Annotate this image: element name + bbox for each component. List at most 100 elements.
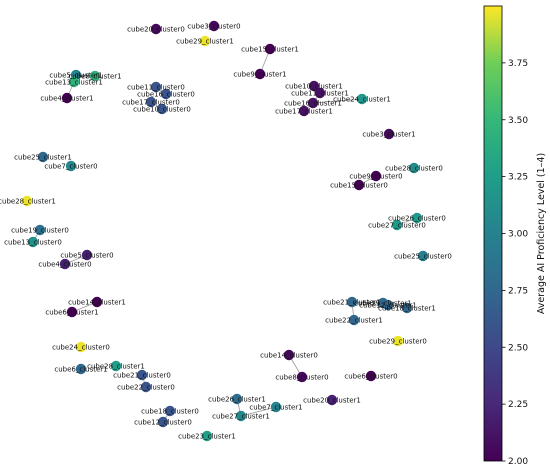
- node-cube25_cluster0: [417, 250, 429, 262]
- node-cube20_cluster0: [150, 23, 162, 35]
- node-label: cube22_cluster0: [117, 384, 175, 392]
- node-cube19_cluster0: [34, 224, 46, 236]
- node-cube3_cluster0: [208, 20, 220, 32]
- node-label: cube18_cluster1: [378, 305, 436, 313]
- colorbar-ticks: 2.00 2.25 2.50 2.75 3.00 3.25 3.50 3.75: [502, 59, 528, 467]
- colorbar-tick-label: 3.00: [508, 230, 528, 240]
- node-label: cube7_cluster0: [44, 163, 97, 171]
- node-cube21_cluster1: [346, 296, 358, 308]
- node-cube11_cluster0: [150, 81, 162, 93]
- node-cube15_cluster0: [353, 179, 365, 191]
- colorbar: 2.00 2.25 2.50 2.75 3.00 3.25 3.50 3.75 Average…: [483, 5, 547, 467]
- node-label: cube9_cluster1: [233, 71, 286, 79]
- node-cube29_cluster1: [199, 35, 211, 47]
- node-label: cube26_cluster0: [388, 215, 446, 223]
- node-cube21_cluster0: [136, 369, 148, 381]
- colorbar-tick-label: 2.00: [508, 457, 528, 467]
- node-label: cube27_cluster0: [368, 222, 426, 230]
- node-cube26_cluster1: [231, 393, 243, 405]
- node-cube26_cluster0: [411, 212, 423, 224]
- node-label: cube10_cluster0: [133, 106, 191, 114]
- node-label: cube3_cluster1: [362, 131, 415, 139]
- node-label: cube28_cluster1: [0, 198, 56, 206]
- node-cube16_cluster1: [307, 97, 319, 109]
- node-cube24_cluster0: [75, 341, 87, 353]
- node-label: cube18_cluster0: [141, 408, 199, 416]
- node-cube7_cluster0: [65, 160, 77, 172]
- node-label: cube7_cluster1: [249, 404, 302, 412]
- node-cube17_cluster1: [298, 105, 310, 117]
- node-label: cube3_cluster0: [187, 23, 240, 31]
- node-cube9_cluster0: [370, 170, 382, 182]
- node-cube14_cluster1: [91, 296, 103, 308]
- node-cube12_cluster1: [382, 299, 394, 311]
- node-label: cube4_cluster0: [38, 261, 91, 269]
- node-cube11_cluster1: [314, 87, 326, 99]
- node-label: cube14_cluster0: [260, 352, 318, 360]
- node-cube6_cluster0: [365, 370, 377, 382]
- node-label: cube12_cluster0: [134, 419, 192, 427]
- node-label: cube25_cluster1: [14, 154, 72, 162]
- node-cube28_cluster1: [21, 195, 33, 207]
- node-label: cube19_cluster1: [354, 300, 412, 308]
- node-cube17_cluster0: [145, 96, 157, 108]
- node-cube4_cluster1: [61, 92, 73, 104]
- node-label: cube4_cluster1: [40, 95, 93, 103]
- colorbar-title: Average AI Proficiency Level (1–4): [536, 153, 547, 314]
- colorbar-tick-label: 3.50: [508, 116, 528, 126]
- node-label: cube11_cluster0: [127, 84, 185, 92]
- node-label: cube17_cluster1: [275, 108, 333, 116]
- labels-layer: cube20_cluster0 cube3_cluster0 cube29_clus…: [0, 23, 452, 441]
- node-cube18_cluster0: [164, 405, 176, 417]
- node-label: cube8_cluster1: [68, 73, 121, 81]
- node-cube28_cluster1_b: [110, 360, 122, 372]
- node-label: cube13_cluster0: [4, 239, 62, 247]
- node-label: cube15_cluster1: [241, 46, 299, 54]
- node-cube3_cluster1: [383, 128, 395, 140]
- node-cube27_cluster1: [235, 410, 247, 422]
- node-cube22_cluster0: [140, 381, 152, 393]
- colorbar-tick-label: 3.75: [508, 59, 528, 69]
- colorbar-tick-label: 3.25: [508, 173, 528, 183]
- node-label: cube28_cluster1: [87, 363, 145, 371]
- nodes-layer: [21, 20, 429, 442]
- node-cube22_cluster1: [348, 314, 360, 326]
- node-cube9_cluster1: [254, 68, 266, 80]
- colorbar-tick-label: 2.50: [508, 343, 528, 353]
- node-label: cube11_cluster1: [291, 90, 349, 98]
- node-cube25_cluster1: [37, 151, 49, 163]
- node-label: cube24_cluster1: [333, 96, 391, 104]
- node-cube10_cluster0: [156, 103, 168, 115]
- node-label: cube6_cluster1: [45, 309, 98, 317]
- node-label: cube9_cluster0: [349, 173, 402, 181]
- node-cube6_cluster1_b: [75, 363, 87, 375]
- node-cube20_cluster1: [326, 394, 338, 406]
- node-label: cube29_cluster1: [176, 38, 234, 46]
- node-label: cube10_cluster1: [285, 83, 343, 91]
- node-cube15_cluster1: [264, 43, 276, 55]
- node-cube12_cluster0: [157, 416, 169, 428]
- node-cube10_cluster1: [308, 80, 320, 92]
- node-label: cube19_cluster0: [11, 227, 69, 235]
- edge: [240, 406, 277, 417]
- node-cube28_cluster0: [408, 162, 420, 174]
- node-label: cube28_cluster0: [385, 165, 443, 173]
- node-cube14_cluster0: [283, 349, 295, 361]
- node-cube8_cluster0: [296, 371, 308, 383]
- node-label: cube5_cluster0: [60, 252, 113, 260]
- node-cube4_cluster0: [59, 258, 71, 270]
- node-label: cube12_cluster1: [359, 302, 417, 310]
- node-cube13_cluster0: [27, 236, 39, 248]
- node-label: cube20_cluster0: [127, 26, 185, 34]
- node-label: cube21_cluster1: [323, 299, 381, 307]
- node-label: cube22_cluster1: [325, 317, 383, 325]
- node-label: cube23_cluster1: [178, 433, 236, 441]
- colorbar-tick-label: 2.25: [508, 400, 528, 410]
- node-label: cube6_cluster0: [344, 373, 397, 381]
- edge: [312, 98, 363, 104]
- node-cube24_cluster1: [356, 93, 368, 105]
- node-cube16_cluster0: [160, 88, 172, 100]
- node-label: cube17_cluster0: [122, 99, 180, 107]
- node-label: cube16_cluster1: [284, 100, 342, 108]
